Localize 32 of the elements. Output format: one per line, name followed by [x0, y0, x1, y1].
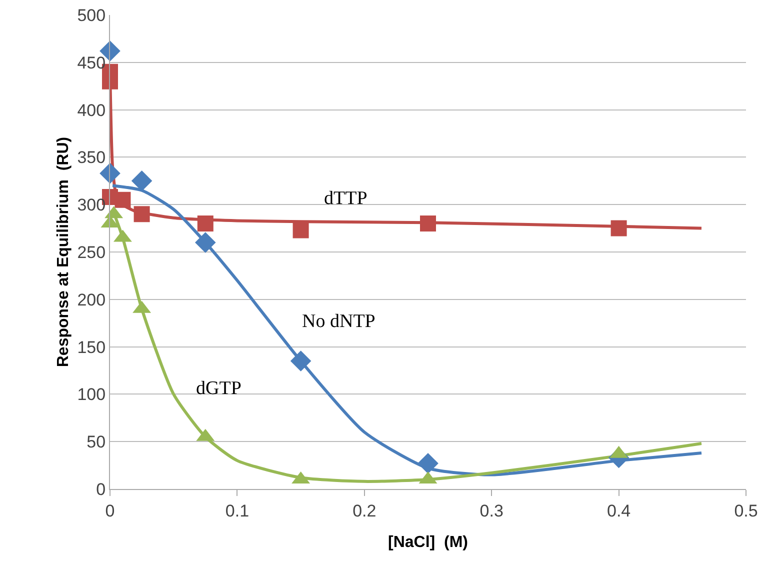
- series-label: dTTP: [324, 188, 368, 209]
- x-tick-label: 0.4: [606, 501, 631, 520]
- y-tick-label: 0: [96, 480, 106, 499]
- point: [100, 162, 120, 184]
- point: [195, 232, 216, 253]
- point: [610, 220, 627, 236]
- x-tick-label: 0.1: [225, 501, 250, 520]
- point: [114, 192, 131, 208]
- point: [418, 453, 438, 474]
- y-tick-label: 100: [77, 385, 106, 404]
- y-tick-label: 150: [77, 338, 106, 357]
- point: [290, 350, 312, 372]
- y-tick-label: 400: [77, 100, 106, 120]
- point: [420, 216, 436, 232]
- point: [134, 206, 150, 222]
- y-tick-label: 500: [77, 6, 106, 25]
- x-tick-label: 0.5: [734, 501, 758, 520]
- y-tick-label: 250: [77, 242, 106, 262]
- y-axis-title: Response at Equilibrium (RU): [55, 136, 72, 368]
- x-tick-label: 0.3: [480, 501, 504, 520]
- y-tick-label: 200: [77, 290, 106, 310]
- x-axis-title: [NaCl] (M): [388, 534, 468, 551]
- point: [131, 170, 152, 192]
- y-tick-label: 350: [77, 148, 106, 168]
- y-tick-label: 50: [86, 432, 106, 452]
- point: [197, 216, 214, 232]
- series-label: No dNTP: [302, 311, 376, 332]
- y-tick-label: 300: [77, 196, 106, 215]
- series-label: dGTP: [196, 378, 242, 399]
- x-tick-label: 0.2: [352, 501, 376, 520]
- point: [292, 222, 309, 238]
- y-tick-label: 450: [77, 53, 106, 72]
